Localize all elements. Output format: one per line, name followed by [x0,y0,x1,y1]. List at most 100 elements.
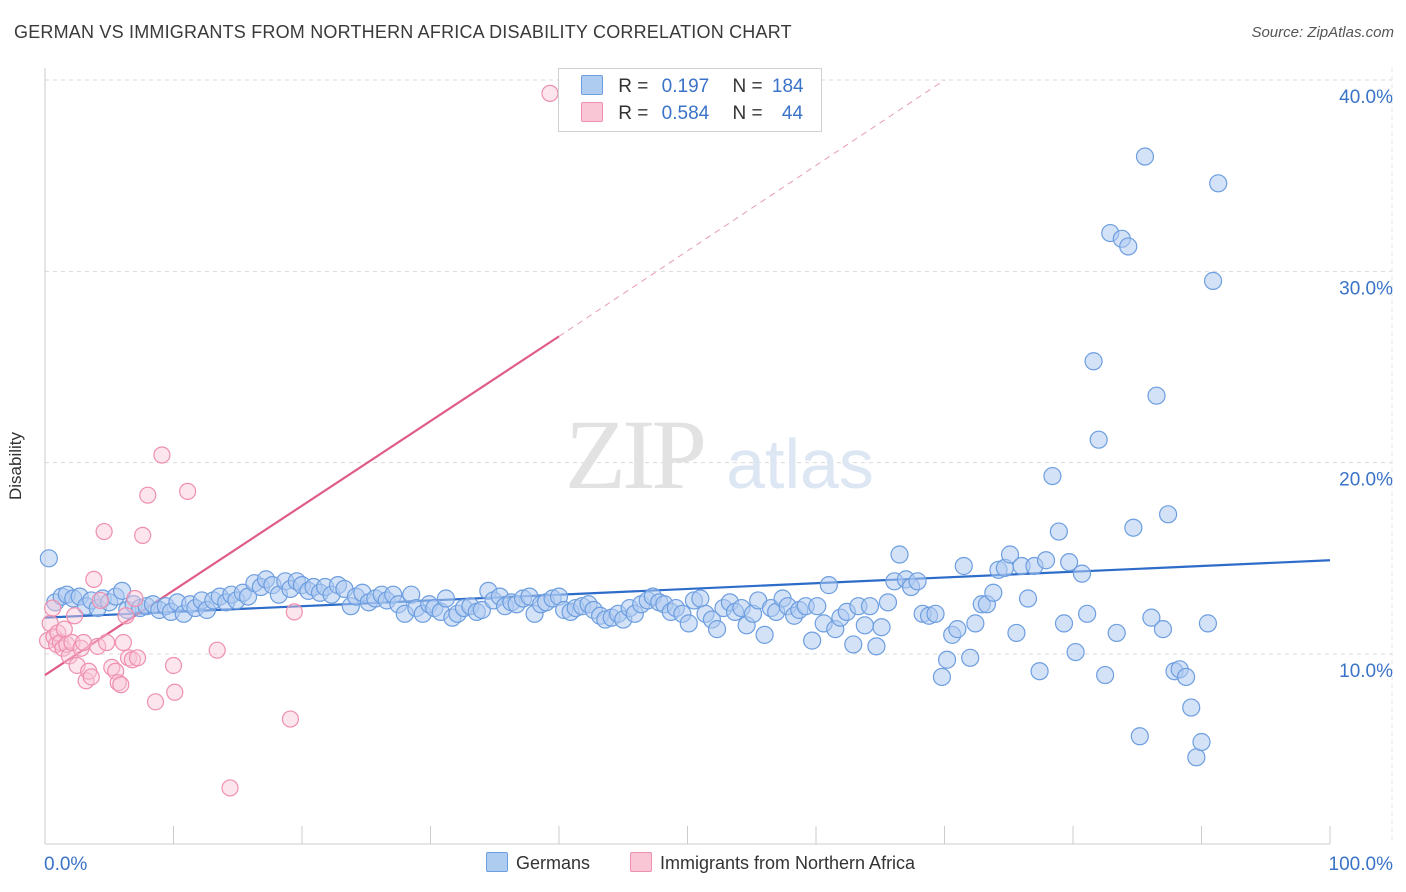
legend-r-label: R = [618,76,649,97]
point-germans [691,589,710,608]
legend-r-value: 0.197 [661,76,710,97]
point-germans [860,597,880,616]
legend-n-label: N = [732,103,763,124]
point-germans [1030,662,1049,681]
bottom-legend-label: Immigrants from Northern Africa [660,853,916,873]
watermark: ZIP atlas [565,399,874,510]
point-immigrants [285,603,303,621]
point-immigrants [109,674,127,692]
point-germans [1130,727,1149,746]
point-germans [1078,604,1097,623]
point-germans [878,593,898,612]
point-germans [1198,614,1218,633]
point-germans [961,648,980,667]
point-immigrants [89,637,107,655]
point-germans [937,650,957,669]
watermark-atlas: atlas [726,425,874,503]
point-immigrants [91,591,109,610]
point-immigrants [153,446,171,464]
point-immigrants [139,486,157,504]
point-germans [1066,642,1085,662]
x-tick-label: 0.0% [44,854,87,875]
point-germans [932,667,952,687]
point-germans [1036,551,1056,570]
y-tick-label: 20.0% [1339,470,1393,491]
point-immigrants [179,482,197,500]
point-immigrants [281,710,300,728]
point-germans [1107,623,1126,643]
legend-row-immigrants: R = 0.584 N = 44 [581,102,803,126]
point-germans [1147,386,1166,405]
trend-line [44,559,1331,619]
point-germans [890,545,909,564]
point-germans [1192,732,1211,752]
point-germans [855,616,874,635]
point-germans [1000,545,1020,564]
legend-r-value: 0.584 [661,103,710,124]
point-germans [1203,271,1223,290]
point-germans [1049,522,1068,541]
legend-n-value: 44 [781,103,804,124]
point-germans [1096,665,1115,685]
point-germans [908,572,927,591]
chart-title: GERMAN VS IMMIGRANTS FROM NORTHERN AFRIC… [14,22,792,42]
trend-line [44,335,560,676]
point-immigrants [44,599,62,617]
point-germans [112,581,132,600]
point-germans [707,620,727,639]
point-germans [1043,466,1062,486]
gridlines [45,79,1392,655]
point-immigrants [117,607,135,625]
point-immigrants [126,589,144,608]
legend-n-label: N = [732,76,763,97]
point-immigrants [98,633,116,652]
point-germans [984,583,1003,602]
point-germans [1187,748,1206,767]
legend-r-label: R = [618,103,649,124]
legend-row-germans: R = 0.197 N = 184 [581,75,804,99]
bottom-legend-swatch-immigrants [630,852,652,872]
point-immigrants [541,84,559,102]
point-germans [966,614,985,633]
axes [44,68,1393,845]
legend-n-value: 184 [771,76,804,97]
bottom-legend-germans: Germans [486,852,590,874]
point-germans [867,637,886,656]
point-immigrants [221,779,239,797]
point-germans [679,614,698,633]
stats-legend: R = 0.197 N = 184 R = 0.584 N = 44 [558,68,822,132]
bottom-legend-label: Germans [516,853,591,873]
point-immigrants [65,607,84,625]
point-germans [803,631,822,650]
trend-line-extension [558,79,945,337]
point-germans [1119,237,1138,256]
point-germans [1142,608,1161,627]
point-immigrants [82,668,100,686]
point-germans [1089,430,1108,449]
point-germans [39,549,58,568]
point-germans [954,556,973,576]
source-label: Source: ZipAtlas.com [1251,24,1394,41]
legend-swatch-germans [581,75,603,95]
point-immigrants [146,693,165,711]
point-germans [926,604,945,623]
x-tick-label: 100.0% [1329,854,1394,875]
point-germans [948,620,967,639]
point-germans [755,625,774,644]
point-germans [1084,352,1103,371]
point-immigrants [112,676,130,694]
point-germans [1209,174,1228,193]
point-immigrants [208,641,226,659]
point-germans [808,597,827,616]
point-germans [1135,147,1155,166]
point-germans [1072,564,1092,583]
point-germans [1182,698,1201,717]
y-tick-label: 30.0% [1339,278,1393,299]
point-immigrants [85,570,103,588]
point-germans [1124,518,1143,537]
point-germans [1054,614,1074,633]
point-germans [436,589,456,608]
point-germans [1060,553,1079,572]
point-immigrants [134,526,152,544]
